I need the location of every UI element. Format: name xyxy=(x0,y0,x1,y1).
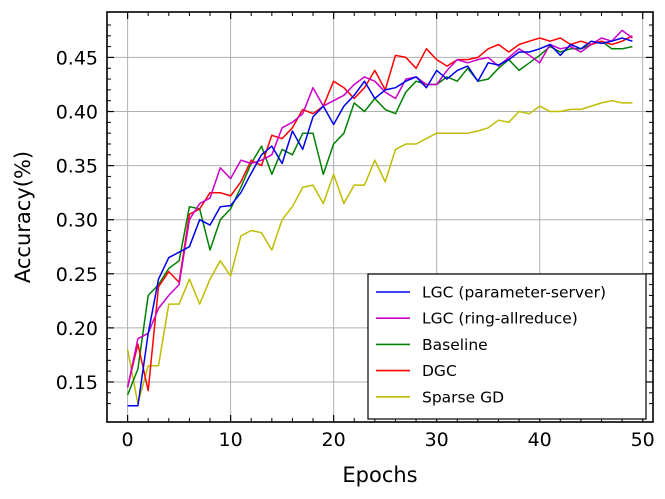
legend-box xyxy=(367,273,647,420)
x-tick-label: 50 xyxy=(631,429,655,451)
legend: LGC (parameter-server) LGC (ring-allreduc… xyxy=(367,273,647,420)
x-tick-label: 10 xyxy=(219,429,243,451)
legend-label: DGC xyxy=(422,362,457,380)
x-tick-label: 30 xyxy=(425,429,449,451)
y-tick-label: 0.15 xyxy=(56,372,98,394)
y-tick-label: 0.45 xyxy=(56,47,98,69)
legend-label: LGC (parameter-server) xyxy=(422,284,606,302)
y-tick-label: 0.30 xyxy=(56,210,98,232)
y-tick-label: 0.20 xyxy=(56,318,98,340)
grid-layer xyxy=(107,12,653,422)
y-tick-label: 0.35 xyxy=(56,156,98,178)
series-layer xyxy=(126,29,633,407)
plot-frame xyxy=(106,11,654,423)
legend-label: LGC (ring-allreduce) xyxy=(422,310,578,328)
x-axis-title: Epochs xyxy=(342,463,417,487)
y-tick-label: 0.25 xyxy=(56,264,98,286)
y-tick-label: 0.40 xyxy=(56,102,98,124)
series-line-lgc-parameter-server xyxy=(127,37,633,407)
y-axis-title: Accuracy(%) xyxy=(11,151,35,283)
legend-label: Baseline xyxy=(422,336,488,354)
x-tick-label: 20 xyxy=(322,429,346,451)
tick-layer: 0 10 20 30 40 50 0.15 0.20 0.25 0.30 0.35 0.40 0.45 xyxy=(56,12,655,451)
series-line-sparse-gd xyxy=(126,99,633,405)
x-tick-label: 40 xyxy=(528,429,552,451)
legend-label: Sparse GD xyxy=(422,388,504,406)
x-tick-label: 0 xyxy=(122,429,134,451)
series-line-lgc-ring-allreduce xyxy=(126,29,633,388)
